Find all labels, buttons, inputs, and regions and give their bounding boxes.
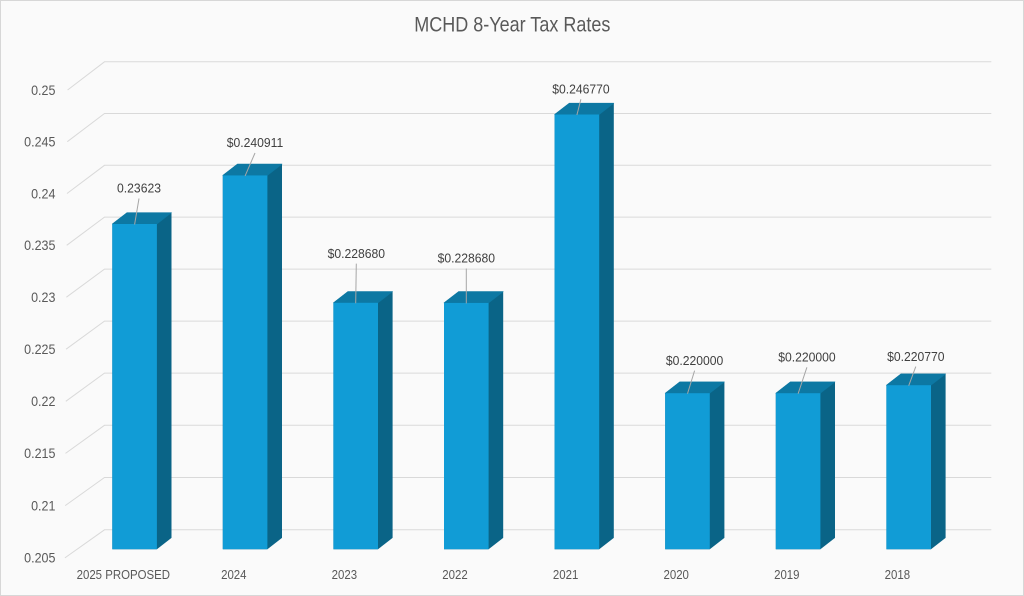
svg-text:0.225: 0.225 (24, 341, 55, 357)
svg-text:2023: 2023 (332, 567, 358, 582)
svg-text:0.245: 0.245 (24, 134, 55, 150)
svg-text:0.25: 0.25 (31, 82, 55, 98)
svg-text:2024: 2024 (221, 567, 247, 582)
svg-text:0.24: 0.24 (31, 186, 56, 202)
svg-text:2021: 2021 (553, 567, 579, 582)
svg-text:2020: 2020 (663, 567, 689, 582)
svg-text:0.235: 0.235 (24, 237, 55, 253)
svg-text:0.205: 0.205 (24, 550, 55, 566)
svg-text:0.23: 0.23 (31, 289, 55, 305)
svg-text:$0.220000: $0.220000 (778, 350, 835, 364)
svg-text:0.22: 0.22 (31, 393, 55, 409)
svg-text:0.23623: 0.23623 (117, 181, 161, 195)
svg-text:2018: 2018 (885, 567, 911, 582)
svg-text:0.215: 0.215 (24, 445, 55, 461)
svg-text:$0.240911: $0.240911 (227, 136, 284, 150)
svg-text:2022: 2022 (442, 567, 468, 582)
svg-text:$0.220770: $0.220770 (887, 350, 944, 364)
svg-text:0.21: 0.21 (31, 498, 55, 514)
svg-text:MCHD 8-Year Tax Rates: MCHD 8-Year Tax Rates (414, 13, 610, 37)
svg-text:2019: 2019 (774, 567, 800, 582)
svg-text:$0.246770: $0.246770 (552, 82, 609, 96)
svg-text:$0.228680: $0.228680 (438, 251, 495, 265)
svg-text:$0.228680: $0.228680 (328, 247, 385, 261)
svg-text:2025 PROPOSED: 2025 PROPOSED (77, 567, 171, 582)
svg-text:$0.220000: $0.220000 (666, 354, 723, 368)
